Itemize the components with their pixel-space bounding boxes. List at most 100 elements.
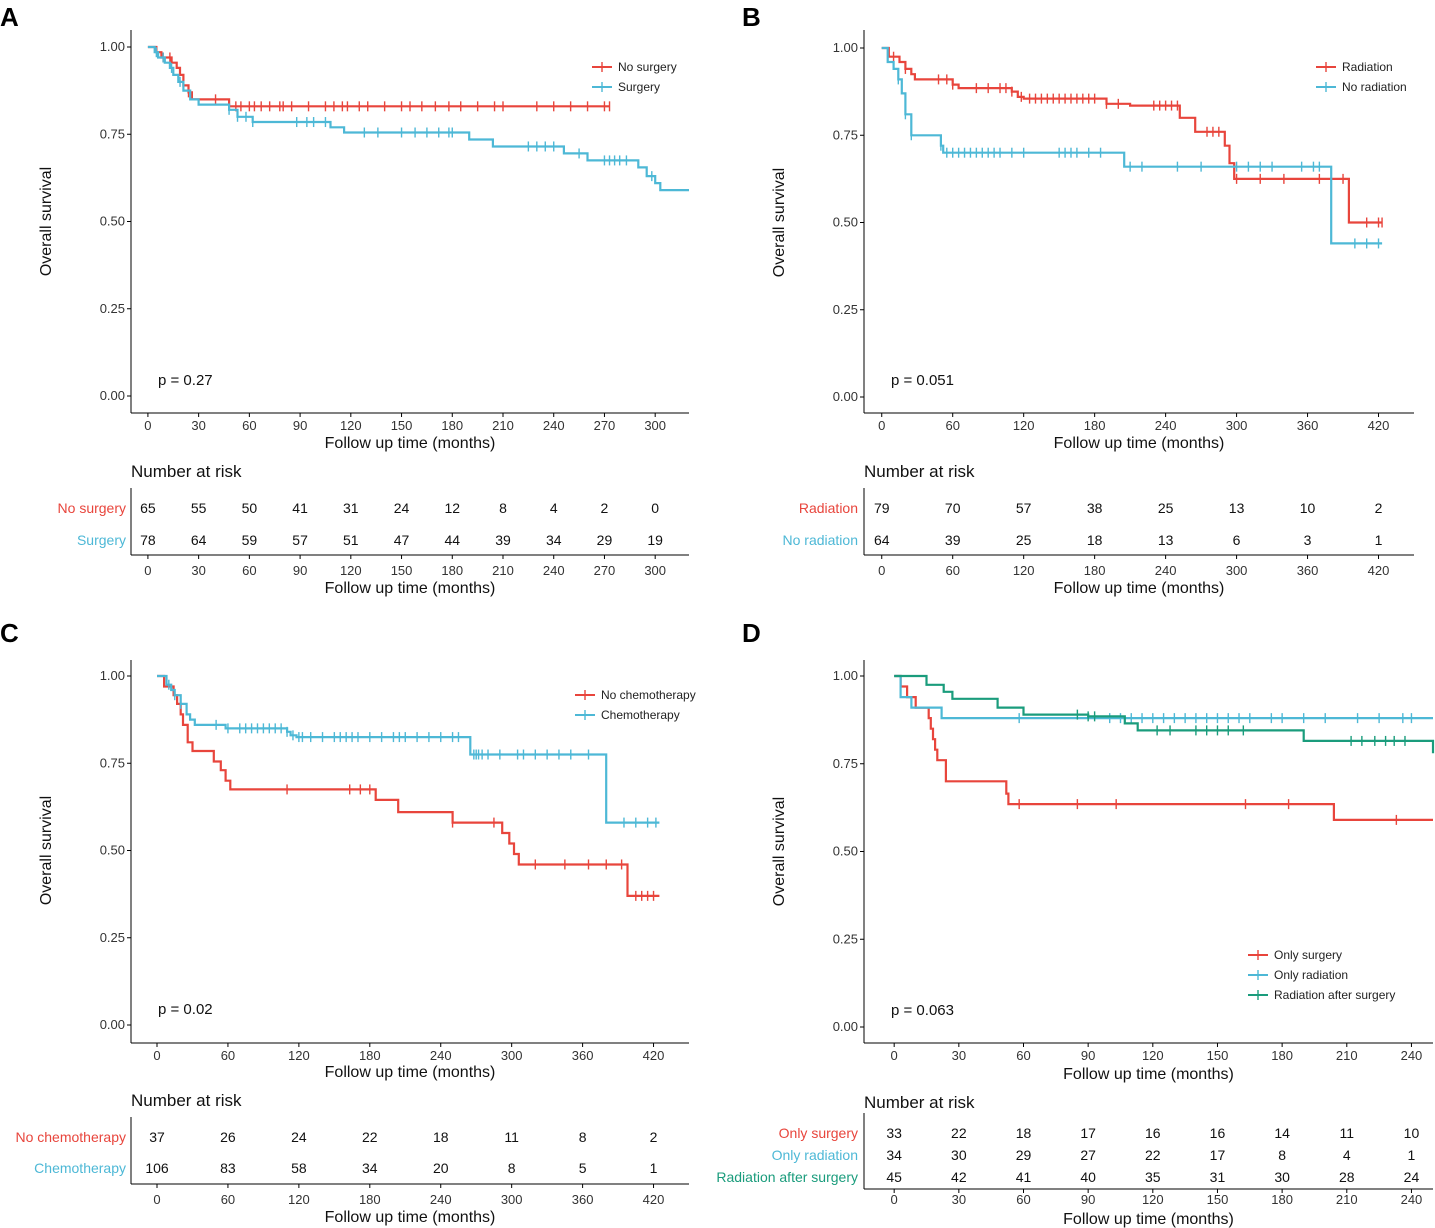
- risk-count: 10: [1300, 500, 1316, 516]
- risk-count: 26: [220, 1129, 236, 1145]
- risk-x-tick-label: 150: [1207, 1192, 1229, 1207]
- risk-count: 57: [1016, 500, 1032, 516]
- risk-count: 24: [394, 500, 410, 516]
- risk-count: 19: [647, 532, 663, 548]
- risk-x-tick-label: 240: [543, 563, 565, 578]
- risk-x-tick-label: 180: [359, 1192, 381, 1207]
- x-tick-label: 120: [340, 418, 362, 433]
- survival-curve: [157, 674, 660, 824]
- risk-count: 0: [651, 500, 659, 516]
- x-tick-label: 60: [1016, 1048, 1030, 1063]
- panel-a: A0.000.250.500.751.000 30 60 90 120 150 180 210…: [0, 2, 689, 597]
- risk-x-tick-label: 240: [1401, 1192, 1423, 1207]
- risk-count: 41: [292, 500, 308, 516]
- x-tick-label: 270: [594, 418, 616, 433]
- risk-count: 55: [191, 500, 207, 516]
- legend-label: Radiation after surgery: [1274, 988, 1395, 1002]
- risk-count: 11: [1340, 1125, 1355, 1141]
- risk-x-tick-label: 90: [1081, 1192, 1095, 1207]
- x-tick-label: 120: [288, 1048, 310, 1063]
- risk-count: 58: [291, 1160, 307, 1176]
- risk-count: 34: [362, 1160, 378, 1176]
- risk-count: 2: [650, 1129, 658, 1145]
- x-tick-label: 300: [644, 418, 666, 433]
- y-axis-title: Overall survival: [771, 797, 788, 906]
- risk-count: 57: [292, 532, 308, 548]
- p-value: p = 0.27: [158, 372, 213, 389]
- risk-count: 33: [886, 1125, 902, 1141]
- risk-x-axis-title: Follow up time (months): [1054, 580, 1225, 597]
- y-tick-label: 0.50: [100, 214, 125, 229]
- panel-letter: B: [742, 2, 761, 32]
- risk-count: 8: [508, 1160, 516, 1176]
- y-tick-label: 0.75: [833, 127, 858, 142]
- x-tick-label: 150: [1207, 1048, 1229, 1063]
- y-axis-title: Overall survival: [771, 168, 788, 277]
- risk-count: 25: [1158, 500, 1174, 516]
- survival-curve: [147, 45, 689, 192]
- risk-count: 18: [1087, 532, 1103, 548]
- survival-curve: [881, 46, 1383, 224]
- x-tick-label: 300: [501, 1048, 523, 1063]
- p-value: p = 0.063: [891, 1002, 954, 1019]
- x-tick-label: 240: [1401, 1048, 1423, 1063]
- risk-count: 24: [1404, 1169, 1420, 1185]
- legend-label: Chemotherapy: [601, 708, 680, 722]
- risk-x-tick-label: 0: [878, 563, 885, 578]
- x-tick-label: 420: [1368, 418, 1390, 433]
- x-tick-label: 0: [153, 1048, 160, 1063]
- risk-count: 34: [886, 1147, 902, 1163]
- risk-count: 6: [1233, 532, 1241, 548]
- risk-row-label: Only radiation: [772, 1147, 858, 1163]
- risk-row-label: No surgery: [58, 500, 126, 516]
- risk-count: 30: [951, 1147, 967, 1163]
- risk-x-tick-label: 0: [144, 563, 151, 578]
- risk-count: 37: [149, 1129, 165, 1145]
- y-tick-label: 0.00: [833, 389, 858, 404]
- risk-count: 38: [1087, 500, 1103, 516]
- legend-label: No chemotherapy: [601, 688, 696, 702]
- x-tick-label: 180: [359, 1048, 381, 1063]
- risk-row-label: Only surgery: [779, 1125, 858, 1141]
- risk-count: 16: [1145, 1125, 1161, 1141]
- x-axis-title: Follow up time (months): [1063, 1066, 1234, 1083]
- risk-count: 10: [1404, 1125, 1420, 1141]
- x-tick-label: 360: [1297, 418, 1319, 433]
- risk-count: 28: [1339, 1169, 1355, 1185]
- risk-count: 17: [1210, 1147, 1226, 1163]
- risk-count: 78: [140, 532, 156, 548]
- risk-count: 13: [1158, 532, 1174, 548]
- risk-x-tick-label: 300: [644, 563, 666, 578]
- risk-x-tick-label: 90: [293, 563, 307, 578]
- risk-count: 25: [1016, 532, 1032, 548]
- y-tick-label: 1.00: [100, 39, 125, 54]
- x-tick-label: 60: [945, 418, 959, 433]
- risk-count: 65: [140, 500, 156, 516]
- risk-count: 13: [1229, 500, 1245, 516]
- risk-x-axis-title: Follow up time (months): [325, 580, 496, 597]
- risk-x-tick-label: 300: [501, 1192, 523, 1207]
- y-tick-label: 0.00: [100, 388, 125, 403]
- risk-x-tick-label: 150: [391, 563, 413, 578]
- risk-count: 29: [597, 532, 613, 548]
- risk-count: 59: [242, 532, 258, 548]
- risk-count: 30: [1274, 1169, 1290, 1185]
- risk-count: 29: [1016, 1147, 1032, 1163]
- risk-x-tick-label: 180: [441, 563, 463, 578]
- legend-label: Only surgery: [1274, 948, 1342, 962]
- y-tick-label: 0.50: [833, 844, 858, 859]
- y-tick-label: 1.00: [833, 668, 858, 683]
- y-tick-label: 1.00: [100, 668, 125, 683]
- x-tick-label: 240: [1155, 418, 1177, 433]
- risk-count: 4: [1343, 1147, 1351, 1163]
- y-axis-title: Overall survival: [38, 167, 55, 276]
- risk-count: 14: [1274, 1125, 1290, 1141]
- risk-count: 1: [1408, 1147, 1416, 1163]
- risk-x-tick-label: 0: [891, 1192, 898, 1207]
- risk-row-label: Chemotherapy: [34, 1160, 126, 1176]
- risk-count: 8: [1278, 1147, 1286, 1163]
- risk-count: 106: [145, 1160, 169, 1176]
- risk-x-tick-label: 0: [153, 1192, 160, 1207]
- risk-count: 3: [1304, 532, 1312, 548]
- risk-x-tick-label: 420: [643, 1192, 665, 1207]
